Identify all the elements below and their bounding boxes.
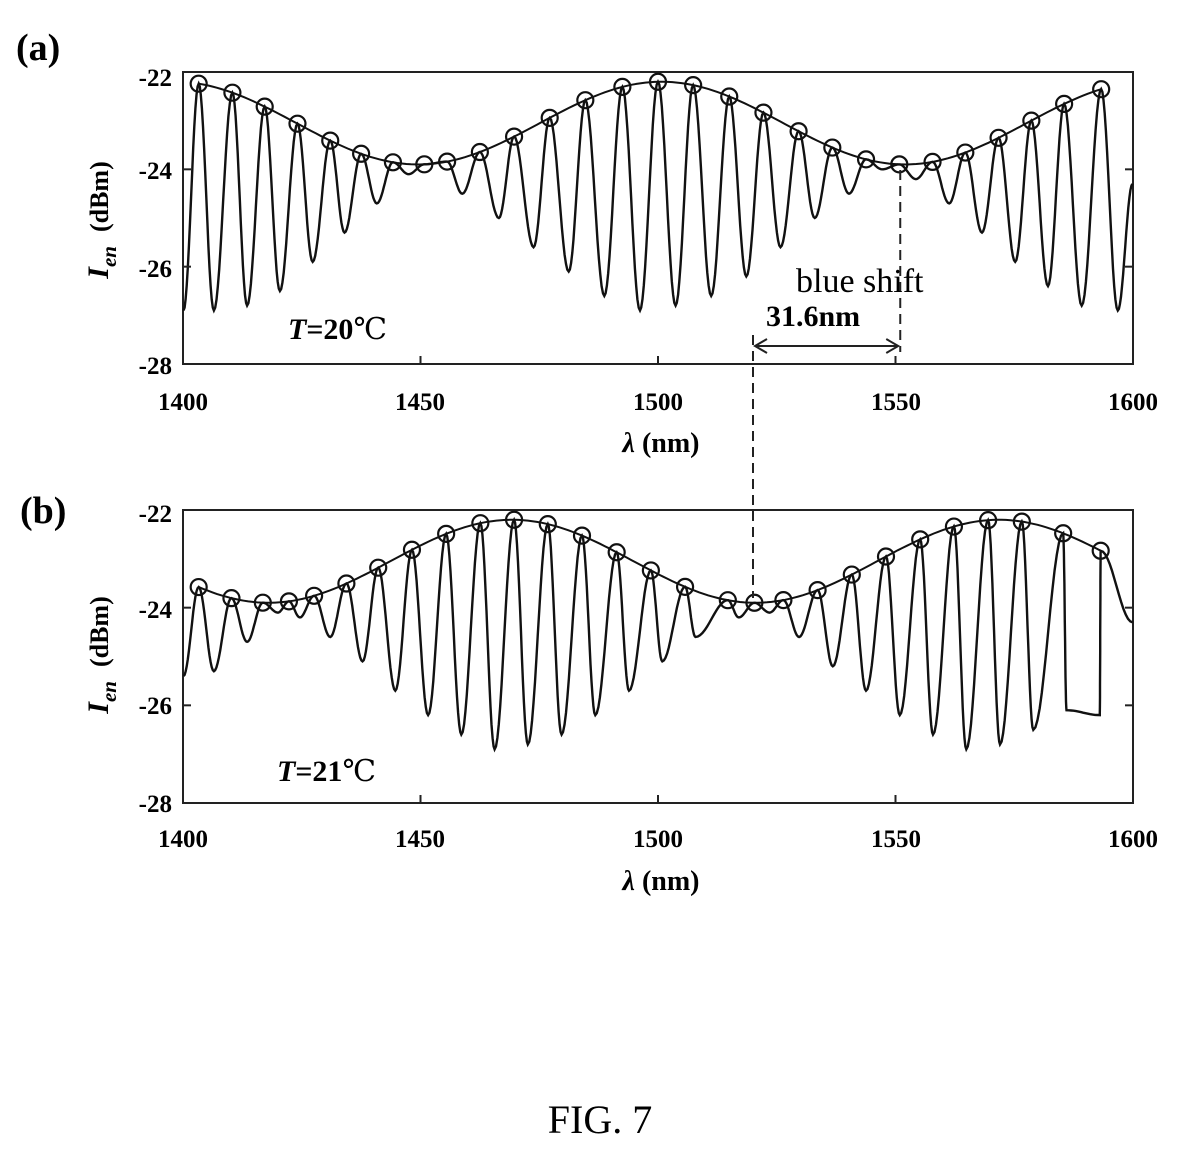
peak-marker bbox=[911, 530, 930, 549]
y-tick-label: -26 bbox=[139, 693, 172, 720]
y-tick-labels-a: -22 -24 -26 -28 bbox=[139, 65, 173, 380]
envelope-line bbox=[198, 518, 1102, 604]
peak-marker bbox=[1091, 541, 1110, 560]
peak-marker bbox=[1022, 111, 1041, 130]
peak-marker bbox=[876, 547, 896, 566]
peak-marker bbox=[504, 510, 524, 529]
peak-marker bbox=[352, 144, 371, 163]
peak-marker bbox=[255, 97, 274, 116]
x-tick-label: 1500 bbox=[633, 826, 683, 853]
peak-marker bbox=[279, 592, 299, 611]
x-axis-label-b: λ (nm) bbox=[622, 866, 700, 897]
blue-shift-label: blue shift bbox=[796, 263, 924, 300]
peak-marker bbox=[675, 577, 695, 596]
peak-marker bbox=[288, 114, 307, 133]
peak-marker bbox=[684, 76, 703, 95]
peak-marker bbox=[415, 155, 434, 174]
peak-marker bbox=[613, 77, 632, 97]
peak-marker bbox=[745, 593, 764, 612]
peak-marker bbox=[989, 128, 1008, 147]
blue-shift-amount: 31.6nm bbox=[766, 300, 860, 333]
peak-marker bbox=[576, 91, 595, 110]
shift-arrowhead-left bbox=[753, 338, 768, 354]
peak-marker bbox=[944, 517, 964, 536]
peak-marker bbox=[402, 540, 422, 559]
peak-marker bbox=[438, 152, 457, 171]
peak-marker bbox=[774, 590, 793, 610]
x-tick-label: 1550 bbox=[871, 826, 921, 853]
temperature-label-b: T=21℃ bbox=[277, 755, 376, 788]
peak-marker bbox=[1092, 80, 1111, 99]
x-tick-label: 1600 bbox=[1108, 826, 1158, 853]
y-tick-label: -26 bbox=[139, 256, 172, 283]
y-tick-label: -24 bbox=[139, 597, 173, 624]
peak-marker bbox=[1012, 512, 1031, 531]
peak-marker bbox=[337, 574, 356, 593]
plot-area-a bbox=[182, 71, 1134, 365]
y-tick-label: -24 bbox=[139, 158, 173, 185]
panel-label-b: (b) bbox=[20, 490, 66, 532]
peak-marker bbox=[789, 122, 808, 141]
peak-marker bbox=[369, 558, 388, 577]
peak-marker bbox=[842, 565, 861, 584]
peak-marker bbox=[720, 87, 739, 106]
x-tick-labels-a: 1400 1450 1500 1550 1600 bbox=[158, 389, 1158, 416]
peak-marker bbox=[856, 150, 876, 169]
fringe-series-line bbox=[182, 78, 1134, 314]
y-axis-label-b: Ien(dBm) bbox=[82, 596, 121, 714]
peak-marker bbox=[504, 127, 524, 146]
blue-shift-annotation: blue shift 31.6nm bbox=[752, 170, 924, 598]
peak-marker bbox=[1055, 94, 1074, 113]
x-tick-label: 1400 bbox=[158, 826, 208, 853]
peak-marker bbox=[641, 561, 660, 580]
fringe-series-line bbox=[182, 516, 1133, 753]
panel-a: (a) -22 -24 -26 -28 1400 1450 1500 1550 … bbox=[16, 27, 1158, 459]
shift-arrowhead-right bbox=[885, 338, 901, 354]
peak-marker bbox=[437, 524, 456, 543]
peak-marker bbox=[1054, 524, 1073, 543]
peak-marker bbox=[540, 108, 559, 127]
peak-marker bbox=[189, 577, 208, 597]
x-tick-label: 1600 bbox=[1108, 389, 1158, 416]
y-tick-label: -28 bbox=[139, 791, 172, 818]
peak-marker bbox=[823, 138, 842, 157]
x-tick-label: 1550 bbox=[871, 389, 921, 416]
y-tick-label: -22 bbox=[139, 501, 172, 528]
panel-label-a: (a) bbox=[16, 27, 60, 69]
x-tick-label: 1400 bbox=[158, 389, 208, 416]
peak-marker bbox=[572, 526, 592, 545]
y-tick-label: -22 bbox=[139, 65, 172, 92]
y-tick-label: -28 bbox=[139, 353, 172, 380]
peak-marker bbox=[223, 83, 242, 102]
figure-caption: FIG. 7 bbox=[548, 1097, 652, 1142]
x-axis-label-a: λ (nm) bbox=[622, 428, 700, 459]
peak-marker bbox=[470, 142, 489, 162]
x-tick-label: 1450 bbox=[395, 826, 445, 853]
plot-area-b bbox=[182, 509, 1134, 804]
x-tick-labels-b: 1400 1450 1500 1550 1600 bbox=[158, 826, 1158, 853]
peak-marker bbox=[754, 103, 773, 122]
panel-b: (b) -22 -24 -26 -28 1400 1450 1500 1550 … bbox=[20, 490, 1158, 897]
peak-marker bbox=[321, 131, 340, 150]
peak-marker bbox=[956, 143, 975, 162]
peak-marker bbox=[189, 74, 208, 93]
peak-marker bbox=[923, 152, 942, 171]
temperature-label-a: T=20℃ bbox=[288, 313, 387, 346]
peak-marker bbox=[979, 511, 998, 530]
peak-marker bbox=[471, 514, 490, 533]
peak-marker bbox=[253, 593, 272, 612]
peak-marker bbox=[718, 591, 737, 610]
peak-marker bbox=[808, 581, 827, 600]
peak-marker bbox=[607, 543, 626, 562]
x-tick-label: 1450 bbox=[395, 389, 445, 416]
x-tick-label: 1500 bbox=[633, 389, 683, 416]
peak-marker bbox=[538, 515, 557, 534]
y-tick-labels-b: -22 -24 -26 -28 bbox=[139, 501, 173, 818]
peak-marker bbox=[648, 72, 668, 91]
peak-marker bbox=[383, 153, 403, 172]
peak-marker bbox=[305, 586, 324, 605]
y-axis-label-a: Ien(dBm) bbox=[82, 161, 121, 279]
peak-marker bbox=[222, 589, 241, 608]
